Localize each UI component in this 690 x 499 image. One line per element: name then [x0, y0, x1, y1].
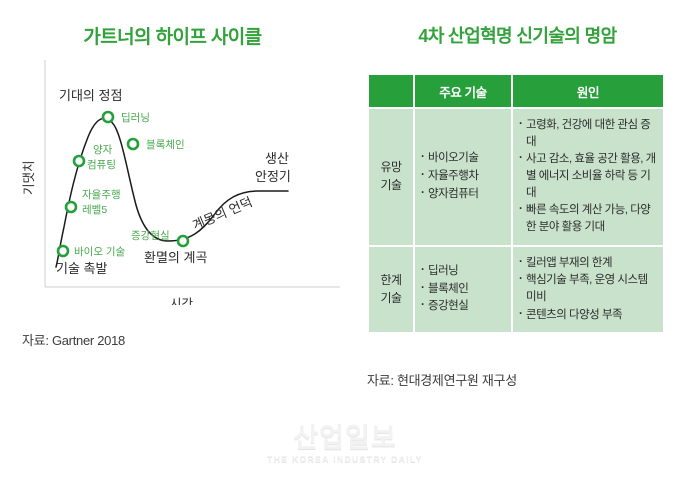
- row-tech-promising: 바이오기술 자율주행차 양자컴퓨터: [415, 109, 511, 245]
- list-item: 콘텐츠의 다양성 부족: [519, 306, 657, 324]
- x-axis-label: 시간: [170, 297, 194, 305]
- watermark-tagline: THE KOREA INDUSTRY DAILY: [267, 454, 423, 464]
- table-title: 4차 산업혁명 신기술의 명암: [418, 26, 617, 46]
- list-item: 고령화, 건강에 대한 관심 증대: [519, 116, 657, 150]
- list-item: 자율주행차: [421, 167, 505, 185]
- cause-list: 킬러앱 부재의 한계 핵심기술 부족, 운영 시스템 미비 콘텐츠의 다양성 부…: [519, 254, 657, 324]
- stage-label-slope: 계몽의 언덕: [190, 194, 254, 233]
- table-row: 한계 기술 딥러닝 블록체인 증강현실 킬러앱 부재의 한계 핵심기술: [369, 246, 663, 333]
- stage-label-trough: 환멸의 계곡: [144, 250, 207, 265]
- list-item: 빠른 속도의 계산 가능, 다양한 분야 활용 기대: [519, 201, 657, 235]
- point-label-deeplearning: 딥러닝: [121, 112, 150, 124]
- point-label-autonomous-line1: 자율주행: [82, 189, 121, 201]
- list-item: 딥러닝: [421, 262, 505, 280]
- tech-comparison-table: 주요 기술 원인 유망 기술 바이오기술 자율주행차 양자컴퓨터: [367, 73, 665, 335]
- table-source-note: 자료: 현대경제연구원 재구성: [367, 373, 517, 388]
- table-header-cause: 원인: [513, 75, 663, 107]
- y-axis-label: 기댓치: [22, 160, 36, 195]
- cause-list: 고령화, 건강에 대한 관심 증대 사고 감소, 효율 공간 활용, 개별 에너…: [519, 116, 657, 236]
- row-cause-promising: 고령화, 건강에 대한 관심 증대 사고 감소, 효율 공간 활용, 개별 에너…: [513, 109, 663, 245]
- watermark-name: 산업일보: [293, 423, 397, 453]
- tech-list: 딥러닝 블록체인 증강현실: [421, 262, 505, 315]
- list-item: 사고 감소, 효율 공간 활용, 개별 에너지 소비율 하락 등 기대: [519, 150, 657, 201]
- chart-title: 가트너의 하이프 사이클: [83, 27, 262, 48]
- stage-label-trigger: 기술 촉발: [56, 261, 107, 276]
- stage-label-peak: 기대의 정점: [59, 88, 122, 103]
- data-point-autonomous: [64, 200, 78, 214]
- list-item: 양자컴퓨터: [421, 185, 505, 203]
- category-line-2: 기술: [380, 290, 402, 305]
- row-tech-limited: 딥러닝 블록체인 증강현실: [415, 246, 511, 333]
- table-header-row: 주요 기술 원인: [369, 75, 663, 107]
- row-cause-limited: 킬러앱 부재의 한계 핵심기술 부족, 운영 시스템 미비 콘텐츠의 다양성 부…: [513, 246, 663, 333]
- tech-list: 바이오기술 자율주행차 양자컴퓨터: [421, 149, 505, 203]
- stage-label-plateau-line1: 생산: [265, 151, 289, 166]
- data-point-bio: [56, 244, 70, 258]
- list-item: 킬러앱 부재의 한계: [519, 254, 657, 272]
- hype-cycle-chart: 바이오 기술 자율주행 레벨5 양자 컴퓨팅 딥러닝 블록체인 증강현실 기대의…: [22, 60, 340, 305]
- point-label-quantum-line1: 양자: [93, 144, 113, 156]
- point-label-ar: 증강현실: [131, 230, 170, 242]
- category-line-1: 한계: [380, 273, 402, 288]
- table-row: 유망 기술 바이오기술 자율주행차 양자컴퓨터 고령화, 건강에 대한 관심 증…: [369, 109, 663, 245]
- hype-curve: [55, 117, 289, 268]
- category-line-1: 유망: [380, 160, 402, 175]
- point-label-blockchain: 블록체인: [146, 139, 185, 151]
- list-item: 바이오기술: [421, 149, 505, 167]
- hype-cycle-panel: 가트너의 하이프 사이클 바이오 기술 자율주행 레벨5 양자 컴퓨팅 딥러닝 …: [0, 0, 345, 400]
- list-item: 증강현실: [421, 297, 505, 315]
- point-label-autonomous-line2: 레벨5: [82, 204, 107, 216]
- point-label-bio: 바이오 기술: [74, 246, 126, 258]
- category-line-2: 기술: [380, 177, 402, 192]
- data-point-deeplearning: [101, 110, 115, 124]
- data-point-blockchain: [126, 137, 140, 151]
- list-item: 핵심기술 부족, 운영 시스템 미비: [519, 271, 657, 305]
- table-header-tech: 주요 기술: [415, 75, 511, 107]
- point-label-quantum-line2: 컴퓨팅: [87, 159, 116, 171]
- row-category-limited: 한계 기술: [369, 246, 413, 333]
- data-point-ar: [176, 234, 190, 248]
- chart-source-note: 자료: Gartner 2018: [22, 333, 125, 348]
- data-point-quantum: [72, 154, 86, 168]
- row-category-promising: 유망 기술: [369, 109, 413, 245]
- tech-table-panel: 4차 산업혁명 신기술의 명암 주요 기술 원인 유망 기술: [345, 0, 690, 400]
- list-item: 블록체인: [421, 280, 505, 298]
- stage-label-plateau-line2: 안정기: [255, 169, 291, 184]
- table-header-blank: [369, 75, 413, 107]
- watermark-logo: 산업일보 THE KOREA INDUSTRY DAILY: [255, 423, 435, 465]
